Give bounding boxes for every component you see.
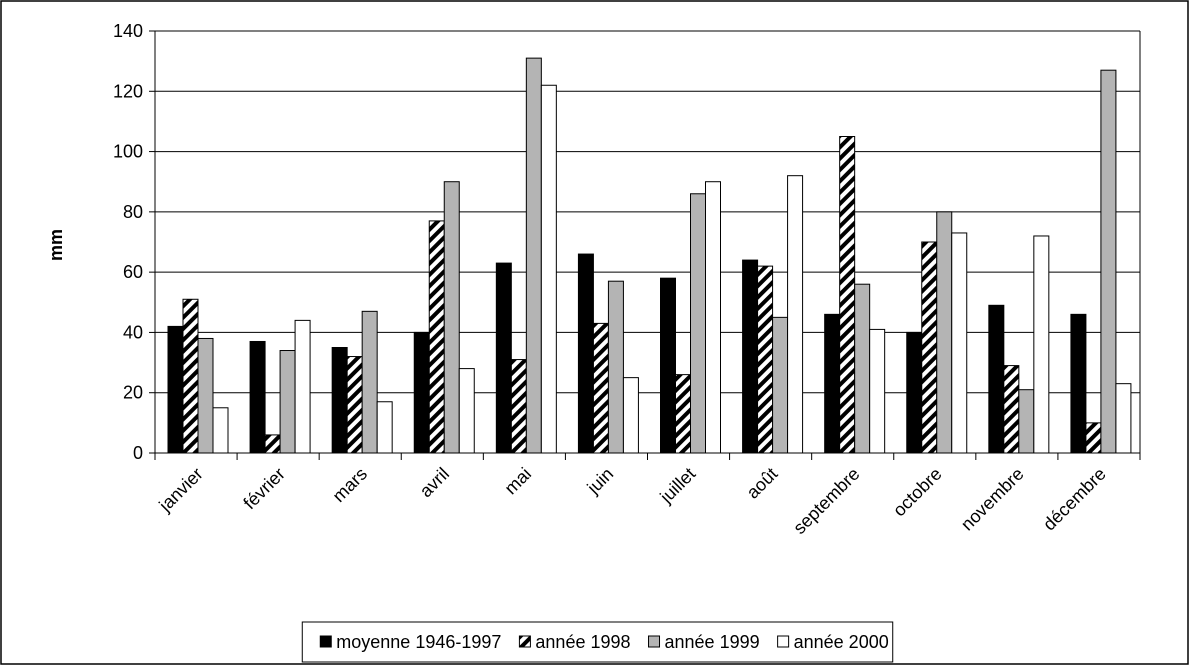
y-tick-label: 120 — [113, 81, 143, 101]
legend-swatch — [319, 635, 332, 648]
bar — [1033, 235, 1050, 454]
y-tick-label: 140 — [113, 21, 143, 41]
bar — [869, 328, 886, 454]
bar — [675, 374, 691, 454]
bar — [854, 283, 871, 454]
legend-label: année 2000 — [794, 632, 889, 652]
bar — [540, 84, 557, 454]
bar — [787, 175, 804, 454]
y-tick-label: 80 — [123, 202, 143, 222]
bar — [413, 331, 430, 454]
bar — [510, 359, 527, 454]
bar — [1085, 422, 1102, 454]
bar — [824, 313, 841, 454]
legend-label: moyenne 1946-1997 — [336, 632, 501, 652]
bar — [705, 181, 721, 454]
bar — [607, 280, 624, 454]
legend-swatch — [518, 635, 531, 648]
bar — [660, 277, 676, 454]
bar — [212, 407, 229, 454]
bar — [951, 232, 968, 454]
bar — [921, 241, 938, 454]
y-tick-label: 60 — [123, 262, 143, 282]
bar — [577, 253, 594, 454]
bar — [294, 319, 311, 454]
bar — [361, 310, 378, 454]
y-tick-label: 20 — [123, 383, 143, 403]
legend-label: année 1998 — [535, 632, 630, 652]
bar — [742, 259, 759, 454]
bar — [458, 368, 475, 454]
bar — [428, 220, 445, 454]
bar — [1003, 365, 1020, 454]
bar — [1100, 69, 1117, 454]
bar — [376, 401, 393, 454]
bar — [839, 136, 856, 454]
bar — [197, 337, 214, 454]
y-axis-label: mm — [46, 229, 66, 261]
bar — [167, 325, 184, 454]
legend-swatch — [648, 635, 661, 648]
bar — [592, 322, 609, 454]
bar — [1018, 389, 1035, 454]
bar — [772, 316, 789, 454]
bar — [1115, 383, 1132, 454]
legend: moyenne 1946-1997 année 1998 année 1999 ann… — [301, 621, 894, 663]
bar — [346, 356, 363, 454]
bar — [622, 377, 639, 454]
bar — [757, 265, 774, 454]
legend-box — [301, 621, 894, 663]
bar — [249, 340, 266, 454]
bar — [936, 211, 953, 454]
legend-label: année 1999 — [665, 632, 760, 652]
bar — [1070, 313, 1087, 454]
bar — [525, 57, 542, 454]
bar — [988, 304, 1005, 454]
bar — [906, 331, 923, 454]
y-tick-label: 40 — [123, 322, 143, 342]
bar — [443, 181, 460, 454]
bar — [331, 347, 348, 454]
bar — [264, 434, 281, 454]
y-tick-label: 100 — [113, 142, 143, 162]
bar — [690, 193, 706, 454]
legend-swatch — [777, 635, 790, 648]
bar — [279, 350, 296, 454]
bar — [182, 298, 199, 454]
bar — [495, 262, 512, 454]
y-tick-label: 0 — [133, 443, 143, 463]
